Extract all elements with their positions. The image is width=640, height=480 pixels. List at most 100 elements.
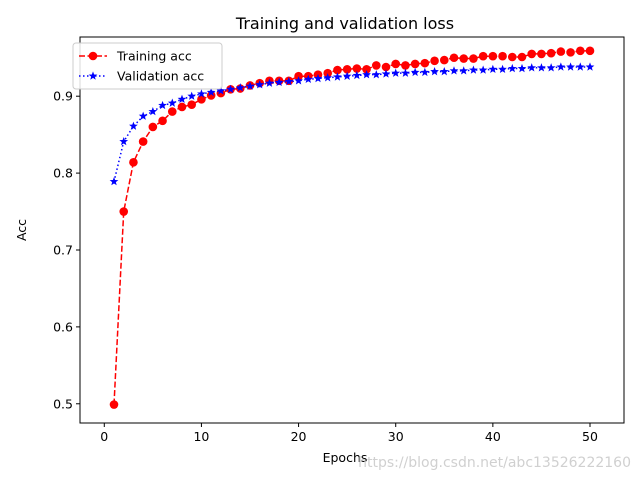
data-point xyxy=(294,71,303,81)
x-tick-label: 0 xyxy=(100,429,108,444)
legend-label: Validation acc xyxy=(117,69,204,84)
data-point xyxy=(498,51,507,61)
data-point xyxy=(177,94,187,103)
data-point xyxy=(478,65,488,74)
legend-box xyxy=(72,42,223,90)
data-point xyxy=(216,86,226,95)
chart-title: Training and validation loss xyxy=(235,14,454,33)
data-point xyxy=(333,72,342,81)
data-point xyxy=(556,62,566,71)
series-2 xyxy=(109,62,595,186)
data-point xyxy=(439,67,449,76)
legend-label: Training acc xyxy=(116,49,192,64)
data-point xyxy=(187,100,197,109)
data-point xyxy=(148,122,158,132)
data-point xyxy=(129,158,138,167)
data-point xyxy=(294,76,303,85)
data-point xyxy=(342,64,352,74)
data-point xyxy=(206,91,216,100)
data-point xyxy=(313,73,323,83)
data-point xyxy=(556,47,566,56)
data-point xyxy=(449,66,459,75)
data-point xyxy=(507,63,517,73)
data-point xyxy=(187,91,197,100)
data-point xyxy=(459,66,469,75)
data-point xyxy=(449,53,459,63)
data-point xyxy=(138,111,148,120)
x-tick-label: 50 xyxy=(582,429,598,444)
x-tick-label: 30 xyxy=(388,429,404,444)
data-point xyxy=(352,70,362,80)
data-point xyxy=(478,51,488,61)
data-point xyxy=(430,56,439,66)
data-point xyxy=(197,94,206,104)
data-point xyxy=(517,63,527,73)
data-point xyxy=(410,59,420,69)
legend-item: Training acc xyxy=(79,49,192,64)
data-point xyxy=(158,116,167,126)
data-point xyxy=(352,64,362,73)
data-point xyxy=(226,84,235,94)
data-point xyxy=(469,65,478,74)
legend-item: Validation acc xyxy=(79,69,204,84)
data-point xyxy=(284,77,294,86)
legend-marker xyxy=(88,51,98,61)
data-point xyxy=(410,67,420,77)
watermark: https://blog.csdn.net/abc13526222160 xyxy=(358,455,631,471)
data-point xyxy=(546,48,556,58)
data-point xyxy=(371,61,381,70)
x-axis-label: Epochs xyxy=(323,450,368,465)
data-point xyxy=(109,400,119,409)
data-point xyxy=(469,54,478,63)
plot-frame xyxy=(79,36,625,424)
data-point xyxy=(235,83,245,92)
data-point xyxy=(527,49,537,59)
data-point xyxy=(459,54,469,63)
y-axis: 0.5 0.6 0.7 0.8 0.9 xyxy=(53,89,80,411)
data-point xyxy=(371,70,381,79)
data-point xyxy=(575,62,585,71)
data-point xyxy=(167,107,177,116)
series-line xyxy=(113,50,590,405)
data-point xyxy=(274,77,284,87)
data-point xyxy=(498,64,507,74)
data-point xyxy=(546,63,556,72)
data-point xyxy=(167,98,177,107)
data-point xyxy=(177,102,187,112)
y-tick-label: 0.6 xyxy=(53,319,73,334)
y-tick-label: 0.8 xyxy=(53,166,73,181)
y-tick-label: 0.9 xyxy=(53,89,73,104)
legend: Training acc Validation acc xyxy=(72,42,223,90)
data-point xyxy=(430,67,439,76)
data-point xyxy=(323,68,333,78)
y-axis-label: Acc xyxy=(14,219,29,241)
x-tick-label: 20 xyxy=(291,429,307,444)
data-point xyxy=(342,71,352,80)
data-point xyxy=(439,55,449,65)
data-point xyxy=(517,52,527,62)
data-point xyxy=(362,64,371,74)
data-point xyxy=(303,74,313,84)
data-point xyxy=(333,65,342,75)
data-point xyxy=(420,67,430,77)
data-point xyxy=(488,51,498,61)
data-point xyxy=(109,176,119,186)
data-point xyxy=(566,48,575,57)
data-point xyxy=(585,46,595,56)
data-point xyxy=(362,70,371,79)
data-point xyxy=(381,69,391,78)
data-point xyxy=(323,73,333,82)
legend-marker xyxy=(88,71,98,80)
x-tick-label: 10 xyxy=(193,429,209,444)
data-point xyxy=(391,68,401,77)
data-point xyxy=(401,61,410,70)
x-tick-label: 40 xyxy=(485,429,501,444)
data-point xyxy=(401,68,410,77)
data-point xyxy=(391,59,401,69)
y-tick-label: 0.5 xyxy=(53,396,73,411)
data-point xyxy=(488,64,498,74)
data-point xyxy=(537,49,546,59)
data-point xyxy=(265,78,274,87)
data-point xyxy=(119,136,129,146)
